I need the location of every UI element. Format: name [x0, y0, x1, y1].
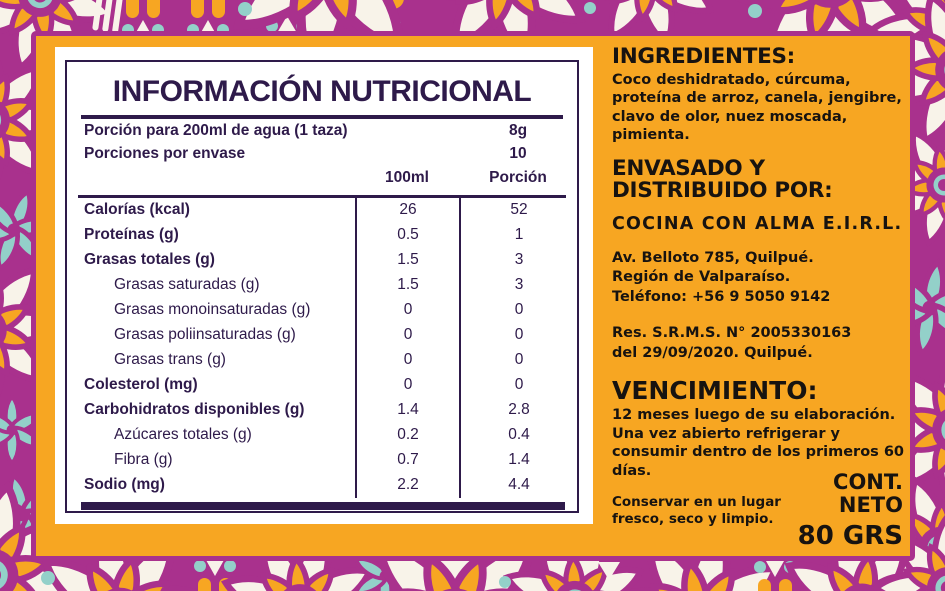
nutrition-title: INFORMACIÓN NUTRICIONAL	[112, 75, 532, 108]
table-row: Azúcares totales (g) 0.2 0.4	[67, 422, 577, 448]
nutrient-label: Sodio (mg)	[84, 476, 165, 493]
value-100ml: 0	[355, 322, 459, 348]
table-row: Carbohidratos disponibles (g) 1.4 2.8	[67, 397, 577, 423]
net-content-label: CONT. NETO	[833, 470, 903, 517]
value-100ml: 0.7	[355, 447, 459, 473]
packaging-section: ENVASADO Y DISTRIBUIDO POR: COCINA CON A…	[612, 155, 913, 364]
table-row: Grasas monoinsaturadas (g) 0 0	[67, 297, 577, 323]
nutrient-label: Colesterol (mg)	[84, 376, 198, 393]
resolution-block: Res. S.R.M.S. N° 2005330163 del 29/09/20…	[612, 324, 913, 363]
nutrient-label: Grasas saturadas (g)	[114, 276, 260, 293]
value-porcion: 4.4	[459, 472, 577, 498]
nutrient-label: Grasas trans (g)	[114, 351, 226, 368]
table-row: Fibra (g) 0.7 1.4	[67, 447, 577, 473]
address-line: Región de Valparaíso.	[612, 269, 791, 285]
value-porcion: 1	[459, 222, 577, 248]
value-porcion: 3	[459, 247, 577, 273]
nutrient-label: Grasas poliinsaturadas (g)	[114, 326, 296, 343]
value-porcion: 3	[459, 272, 577, 298]
table-row: Calorías (kcal) 26 52	[67, 197, 577, 223]
divider	[78, 195, 566, 198]
value-100ml: 1.4	[355, 397, 459, 423]
table-row: Proteínas (g) 0.5 1	[67, 222, 577, 248]
net-content-value: 80 GRS	[797, 521, 903, 551]
nutrient-label: Carbohidratos disponibles (g)	[84, 401, 305, 418]
resolution-line: del 29/09/2020. Quilpué.	[612, 344, 813, 361]
ingredients-text: Coco deshidratado, cúrcuma, proteína de …	[612, 71, 902, 144]
value-porcion: 0	[459, 372, 577, 398]
servings-per-container-row: Porciones por envase 10	[67, 142, 577, 165]
value-porcion: 0	[459, 322, 577, 348]
value-porcion: 0.4	[459, 422, 577, 448]
nutrition-facts-card: INFORMACIÓN NUTRICIONAL Porción para 200…	[55, 47, 593, 524]
nutrient-label: Calorías (kcal)	[84, 201, 190, 218]
nutrition-rows: Calorías (kcal) 26 52 Proteínas (g) 0.5 …	[67, 197, 577, 498]
table-row: Grasas totales (g) 1.5 3	[67, 247, 577, 273]
ingredients-heading: INGREDIENTES:	[612, 44, 795, 69]
value-100ml: 1.5	[355, 247, 459, 273]
serving-size-row: Porción para 200ml de agua (1 taza) 8g	[67, 119, 577, 142]
value-porcion: 0	[459, 297, 577, 323]
expiry-section: VENCIMIENTO: 12 meses luego de su elabor…	[612, 378, 913, 480]
value-100ml: 0	[355, 347, 459, 373]
thick-bottom-bar	[81, 501, 565, 510]
value-100ml: 0	[355, 372, 459, 398]
address-line: Teléfono: +56 9 5050 9142	[612, 288, 831, 305]
nutrient-label: Fibra (g)	[114, 451, 173, 468]
value-100ml: 1.5	[355, 272, 459, 298]
servings-per-container-value: 10	[509, 145, 527, 162]
expiry-text: 12 meses luego de su elaboración. Una ve…	[612, 407, 905, 479]
value-porcion: 1.4	[459, 447, 577, 473]
serving-size-label: Porción para 200ml de agua (1 taza)	[84, 122, 348, 139]
address-block: Av. Belloto 785, Quilpué. Región de Valp…	[612, 249, 913, 308]
nutrient-label: Azúcares totales (g)	[114, 426, 252, 443]
value-100ml: 2.2	[355, 472, 459, 498]
divider	[81, 115, 563, 119]
company-name: COCINA CON ALMA E.I.R.L.	[612, 213, 903, 234]
servings-per-container-label: Porciones por envase	[84, 145, 246, 162]
table-row: Grasas poliinsaturadas (g) 0 0	[67, 322, 577, 348]
address-line: Av. Belloto 785, Quilpué.	[612, 249, 814, 266]
column-header-porcion: Porción	[489, 168, 547, 186]
value-porcion: 52	[459, 197, 577, 223]
column-header-row: 100ml Porción	[67, 165, 577, 190]
value-porcion: 0	[459, 347, 577, 373]
expiry-heading: VENCIMIENTO:	[612, 376, 818, 405]
table-row: Grasas trans (g) 0 0	[67, 347, 577, 373]
serving-size-value: 8g	[508, 122, 528, 139]
column-header-100ml: 100ml	[385, 168, 429, 186]
ingredients-section: INGREDIENTES: Coco deshidratado, cúrcuma…	[612, 44, 913, 145]
resolution-line: Res. S.R.M.S. N° 2005330163	[612, 325, 852, 341]
nutrition-table: INFORMACIÓN NUTRICIONAL Porción para 200…	[65, 60, 579, 513]
value-100ml: 0	[355, 297, 459, 323]
nutrient-label: Grasas totales (g)	[84, 251, 215, 268]
label-info-column: INGREDIENTES: Coco deshidratado, cúrcuma…	[612, 44, 913, 480]
value-100ml: 0.5	[355, 222, 459, 248]
net-content: CONT. NETO 80 GRS	[783, 470, 903, 551]
table-row: Colesterol (mg) 0 0	[67, 372, 577, 398]
table-row: Sodio (mg) 2.2 4.4	[67, 472, 577, 498]
label-panel: INFORMACIÓN NUTRICIONAL Porción para 200…	[31, 31, 915, 561]
value-100ml: 0.2	[355, 422, 459, 448]
storage-note: Conservar en un lugar fresco, seco y lim…	[612, 494, 781, 527]
table-row: Grasas saturadas (g) 1.5 3	[67, 272, 577, 298]
value-100ml: 26	[355, 197, 459, 223]
packaging-heading: ENVASADO Y DISTRIBUIDO POR:	[612, 155, 833, 203]
nutrient-label: Grasas monoinsaturadas (g)	[114, 301, 311, 318]
nutrient-label: Proteínas (g)	[84, 226, 179, 243]
value-porcion: 2.8	[459, 397, 577, 423]
